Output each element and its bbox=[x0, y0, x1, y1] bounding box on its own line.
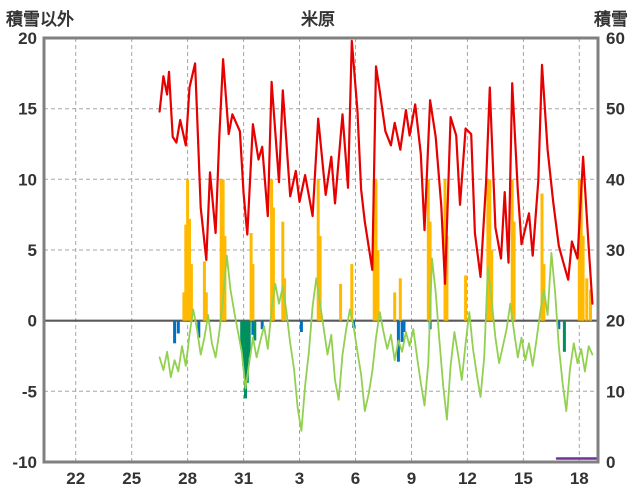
svg-text:20: 20 bbox=[18, 29, 37, 48]
left-axis-title: 積雪以外 bbox=[6, 10, 74, 29]
svg-text:15: 15 bbox=[514, 469, 533, 488]
svg-text:10: 10 bbox=[18, 170, 37, 189]
svg-text:30: 30 bbox=[606, 241, 625, 260]
right-axis-title: 積雪 bbox=[594, 10, 628, 29]
series-blue-bars bbox=[173, 320, 561, 362]
svg-text:28: 28 bbox=[178, 469, 197, 488]
svg-text:-10: -10 bbox=[12, 453, 37, 472]
svg-text:3: 3 bbox=[295, 469, 304, 488]
svg-text:5: 5 bbox=[28, 241, 37, 260]
series-yellow-bars bbox=[182, 179, 592, 321]
svg-text:6: 6 bbox=[351, 469, 360, 488]
x-axis-tick-labels: 22 25 28 31 3 6 9 12 15 18 bbox=[66, 469, 589, 488]
series-green-line bbox=[158, 251, 594, 432]
svg-text:0: 0 bbox=[28, 312, 37, 331]
svg-text:50: 50 bbox=[606, 100, 625, 119]
svg-text:40: 40 bbox=[606, 170, 625, 189]
series-red-line bbox=[158, 39, 594, 305]
svg-text:-5: -5 bbox=[22, 382, 37, 401]
svg-text:10: 10 bbox=[606, 382, 625, 401]
svg-text:18: 18 bbox=[570, 469, 589, 488]
svg-text:60: 60 bbox=[606, 29, 625, 48]
svg-text:0: 0 bbox=[606, 453, 615, 472]
svg-text:31: 31 bbox=[234, 469, 253, 488]
svg-text:15: 15 bbox=[18, 100, 37, 119]
svg-text:9: 9 bbox=[407, 469, 416, 488]
svg-text:20: 20 bbox=[606, 312, 625, 331]
right-axis-tick-labels: 60 50 40 30 20 10 0 bbox=[606, 29, 625, 472]
svg-text:12: 12 bbox=[458, 469, 477, 488]
plot-frame bbox=[42, 36, 600, 464]
series-teal-bars bbox=[240, 320, 566, 399]
svg-text:22: 22 bbox=[66, 469, 85, 488]
left-axis-tick-labels: 20 15 10 5 0 -5 -10 bbox=[12, 29, 37, 472]
chart-title: 米原 bbox=[301, 10, 335, 29]
svg-text:25: 25 bbox=[122, 469, 141, 488]
